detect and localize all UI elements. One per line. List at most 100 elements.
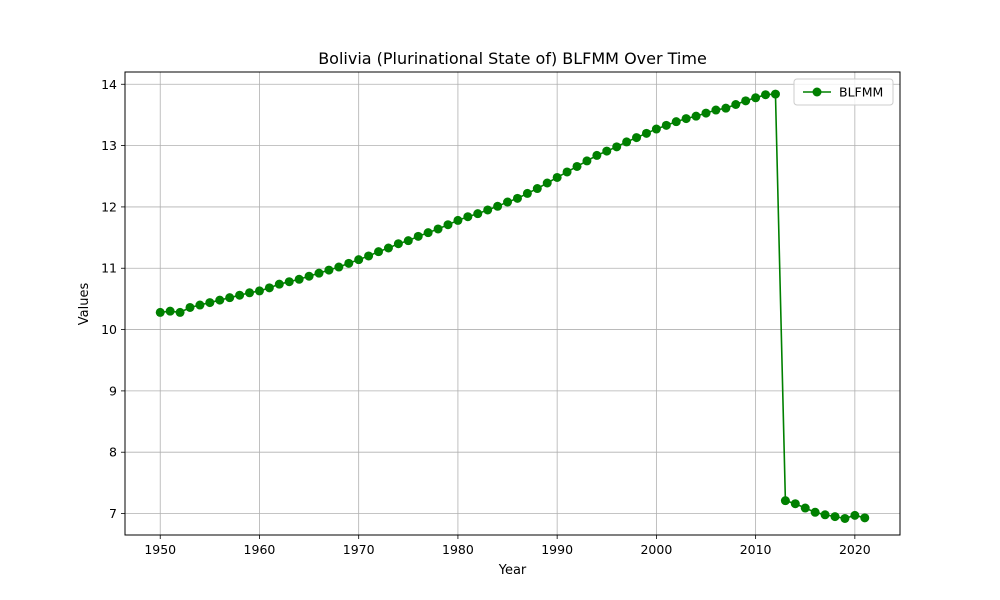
- data-point: [354, 255, 364, 265]
- data-point: [661, 120, 671, 130]
- y-axis-label: Values: [77, 283, 92, 326]
- data-point: [850, 510, 860, 520]
- data-point: [165, 306, 175, 316]
- chart-title: Bolivia (Plurinational State of) BLFMM O…: [318, 49, 707, 68]
- data-point: [254, 286, 264, 296]
- y-tick-label: 14: [101, 77, 117, 92]
- data-point: [215, 295, 225, 305]
- data-point: [860, 513, 870, 523]
- y-tick-label: 11: [101, 261, 117, 276]
- data-point: [840, 513, 850, 523]
- series-layer: [155, 89, 870, 523]
- data-point: [334, 262, 344, 272]
- x-tick-label: 1950: [144, 542, 176, 557]
- data-point: [503, 197, 513, 207]
- data-point: [463, 212, 473, 222]
- data-point: [304, 271, 314, 281]
- data-point: [413, 231, 423, 241]
- data-point: [810, 507, 820, 517]
- data-point: [522, 188, 532, 198]
- legend-marker-sample: [812, 87, 822, 97]
- data-point: [780, 496, 790, 506]
- data-point: [294, 274, 304, 284]
- data-point: [155, 307, 165, 317]
- data-point: [175, 307, 185, 317]
- data-point: [800, 503, 810, 513]
- data-point: [274, 279, 284, 289]
- data-point: [383, 243, 393, 253]
- legend-box: [793, 78, 894, 106]
- data-point: [195, 300, 205, 310]
- legend-label: BLFMM: [839, 85, 883, 100]
- data-point: [681, 114, 691, 124]
- data-point: [552, 172, 562, 182]
- y-tick-label: 13: [101, 138, 117, 153]
- y-tick-label: 9: [109, 383, 117, 398]
- data-point: [721, 103, 731, 113]
- data-point: [761, 90, 771, 100]
- data-point: [512, 193, 522, 203]
- data-point: [622, 137, 632, 147]
- x-tick-label: 1960: [244, 542, 276, 557]
- data-point: [770, 89, 780, 99]
- data-point: [612, 142, 622, 152]
- data-point: [562, 167, 572, 177]
- x-axis-label: Year: [498, 563, 527, 578]
- data-point: [264, 283, 274, 293]
- data-point: [820, 510, 830, 520]
- data-point: [443, 220, 453, 230]
- x-tick-label: 2010: [740, 542, 772, 557]
- data-point: [284, 277, 294, 287]
- data-point: [671, 117, 681, 127]
- data-point: [205, 298, 215, 308]
- data-point: [790, 499, 800, 509]
- y-tick-label: 12: [101, 199, 117, 214]
- data-point: [632, 133, 642, 143]
- x-tick-label: 2020: [839, 542, 871, 557]
- data-point: [423, 228, 433, 238]
- data-point: [364, 251, 374, 261]
- data-point: [433, 224, 443, 234]
- data-point: [245, 288, 255, 298]
- y-tick-label: 8: [109, 445, 117, 460]
- x-tick-label: 1970: [343, 542, 375, 557]
- data-point: [374, 247, 384, 257]
- data-point: [225, 293, 235, 303]
- data-point: [651, 124, 661, 134]
- data-point: [741, 96, 751, 106]
- ticks: 1950 1960 1970 1980 1990 2000 2010 2020 7 8 9 10 11 1…: [101, 77, 871, 557]
- data-point: [314, 268, 324, 278]
- data-point: [483, 205, 493, 215]
- data-point: [344, 258, 354, 268]
- x-tick-label: 1980: [442, 542, 474, 557]
- data-point: [235, 290, 245, 300]
- data-point: [393, 239, 403, 249]
- data-point: [711, 105, 721, 115]
- x-tick-label: 1990: [541, 542, 573, 557]
- data-point: [701, 108, 711, 118]
- data-point: [493, 201, 503, 211]
- y-tick-label: 10: [101, 322, 117, 337]
- data-point: [185, 302, 195, 312]
- data-point: [582, 156, 592, 166]
- data-point: [592, 150, 602, 160]
- legend: BLFMM: [793, 78, 894, 106]
- data-point: [542, 178, 552, 188]
- grid: [125, 72, 900, 535]
- data-point: [532, 184, 542, 194]
- data-point: [403, 236, 413, 246]
- x-tick-label: 2000: [640, 542, 672, 557]
- data-point: [751, 93, 761, 103]
- y-tick-label: 7: [109, 506, 117, 521]
- plot-frame: [124, 71, 901, 536]
- data-point: [473, 209, 483, 219]
- data-point: [641, 128, 651, 138]
- data-point: [602, 146, 612, 156]
- data-point: [324, 265, 334, 275]
- data-point: [691, 111, 701, 121]
- data-point: [731, 100, 741, 110]
- data-point: [830, 512, 840, 522]
- data-point: [572, 161, 582, 171]
- data-point: [453, 215, 463, 225]
